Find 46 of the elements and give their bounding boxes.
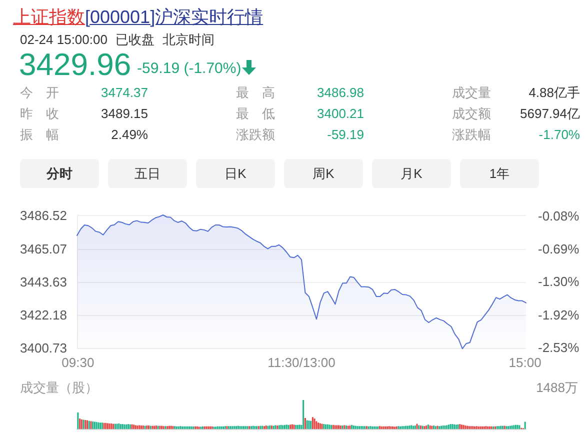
text: 3474.37: [101, 85, 148, 101]
text: 涨跌额: [236, 127, 275, 143]
y-tick-label: 3422.18: [20, 307, 67, 322]
tab-button: 1年: [460, 159, 539, 188]
tab-button: 日K: [196, 159, 275, 188]
text: 02-24 15:00:00: [20, 32, 108, 48]
text: 最低: [236, 106, 275, 122]
text: 昨收: [20, 106, 59, 122]
text: 最高: [236, 85, 275, 101]
text: 3400.21: [317, 106, 364, 122]
tab-button: 周K: [284, 159, 363, 188]
text: 3486.98: [317, 85, 364, 101]
tab-button: 五日: [108, 159, 187, 188]
text: 3429.96: [19, 47, 132, 82]
x-tick-label: 11:30/13:00: [268, 355, 336, 370]
text: 5697.94亿: [520, 106, 580, 122]
x-tick-label: 15:00: [508, 355, 542, 370]
text: -59.19: [327, 127, 364, 143]
text: 4.88亿手: [528, 85, 580, 101]
text: 成交额: [452, 106, 491, 122]
tab-button: 月K: [372, 159, 451, 188]
y2-tick-label: -0.69%: [538, 241, 580, 256]
text: 涨跌幅: [452, 127, 491, 143]
text: 今开: [20, 85, 59, 101]
text: 振幅: [20, 127, 59, 143]
y-tick-label: 3486.52: [20, 208, 67, 224]
text: [000001]沪深实时行情: [85, 7, 264, 27]
text: 已收盘: [115, 32, 154, 48]
y-tick-label: 3400.73: [20, 340, 67, 356]
y-tick-label: 3465.07: [20, 241, 67, 256]
text: -1.70%: [538, 127, 580, 143]
y-tick-label: 3443.63: [20, 274, 67, 290]
tab-button: 分时: [20, 159, 99, 188]
text: 上证指数: [13, 7, 85, 27]
y2-tick-label: -1.92%: [538, 307, 580, 322]
text: 1488万: [536, 380, 578, 396]
x-tick-label: 09:30: [62, 355, 94, 370]
y2-tick-label: -1.30%: [538, 274, 580, 290]
text: 成交量: [452, 85, 491, 101]
y2-tick-label: -2.53%: [538, 340, 580, 356]
text: 2.49%: [111, 127, 148, 143]
text: -59.19 (-1.70%): [137, 60, 242, 77]
text: 3489.15: [101, 106, 148, 122]
y-axis-title: 成交量（股）: [20, 380, 98, 396]
y2-tick-label: -0.08%: [538, 208, 580, 224]
text: 北京时间: [162, 32, 214, 48]
